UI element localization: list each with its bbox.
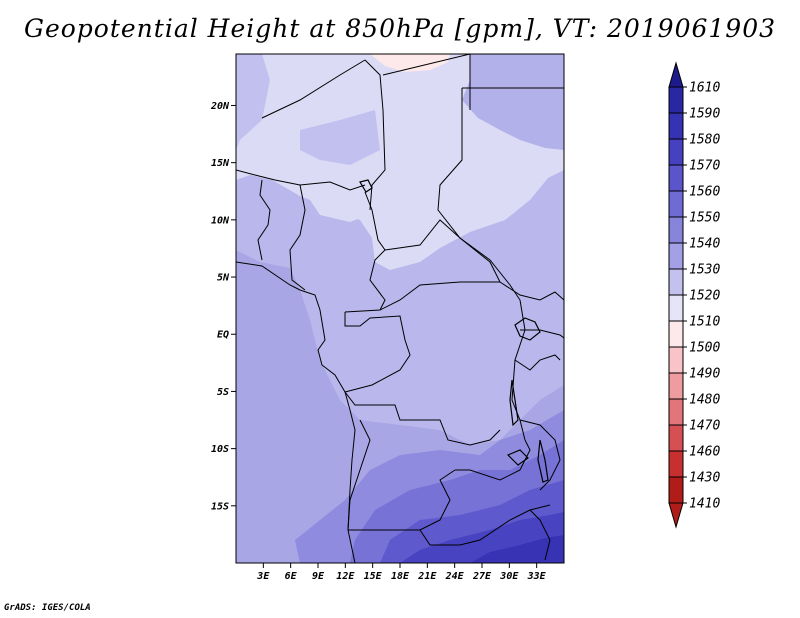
contour-fill-1510 — [370, 54, 450, 72]
lon-tick-label: 24E — [445, 571, 465, 582]
contour-fill-1590 — [470, 535, 564, 563]
colorbar-segment — [668, 242, 684, 270]
lat-tick-label: 15N — [211, 158, 230, 169]
lat-tick-label: 5S — [217, 387, 229, 398]
colorbar-segment — [668, 164, 684, 192]
border-north-3 — [382, 54, 471, 110]
colorbar-label: 1560 — [689, 185, 720, 200]
border-ea-3 — [514, 354, 561, 371]
colorbar-label: 1570 — [689, 159, 720, 174]
lon-tick-label: 3E — [256, 571, 270, 582]
lat-tick-label: 20N — [210, 101, 230, 112]
colorbar-segment — [668, 346, 684, 374]
lat-axis: 20N 15N 10N 5N EQ 5S 10S 15S — [210, 101, 236, 512]
colorbar-label: 1530 — [689, 263, 720, 278]
border-east-2 — [437, 88, 501, 283]
colorbar-top-arrow — [668, 61, 684, 88]
border-west-2 — [289, 184, 306, 291]
lon-tick-label: 18E — [391, 571, 410, 582]
lake-malawi — [537, 439, 549, 483]
colorbar-label: 1500 — [689, 341, 720, 356]
lat-tick-label: 15S — [211, 501, 229, 512]
colorbar-segment — [668, 450, 684, 478]
border-car-s — [379, 281, 500, 311]
colorbar-segment — [668, 320, 684, 348]
colorbar-segment — [668, 86, 684, 114]
lon-tick-label: 33E — [527, 571, 547, 582]
lon-tick-label: 6E — [285, 571, 298, 582]
border-west-1 — [257, 179, 271, 261]
grads-credit: GrADS: IGES/COLA — [4, 603, 91, 613]
border-moz — [529, 509, 551, 561]
colorbar-label: 1590 — [689, 107, 720, 122]
border-north-2 — [364, 59, 386, 211]
colorbar-label: 1490 — [689, 367, 720, 382]
contour-fill-1530-nw — [300, 110, 380, 165]
country-borders — [236, 54, 564, 563]
colorbar-segment — [668, 268, 684, 296]
map-title: Geopotential Height at 850hPa [gpm], VT:… — [23, 14, 777, 43]
border-zambia — [455, 439, 531, 481]
border-angola-n — [344, 391, 501, 446]
lon-tick-label: 27E — [472, 571, 492, 582]
border-east-african — [499, 281, 564, 301]
colorbar-label: 1520 — [689, 289, 720, 304]
colorbar-label: 1610 — [689, 81, 720, 96]
border-car — [384, 219, 521, 301]
lon-axis: 3E 6E 9E 12E 15E 18E 21E 24E 27E 30E 33E — [256, 563, 547, 582]
colorbar-label: 1550 — [689, 211, 720, 226]
border-north-1 — [261, 59, 366, 119]
lon-tick-label: 21E — [417, 571, 437, 582]
colorbar: 1610 1590 1580 1570 1560 1550 1540 1530 1520 1510… — [668, 61, 720, 529]
lake-tanganyika — [509, 379, 519, 427]
colorbar-label: 1430 — [689, 471, 720, 486]
border-ea-2 — [520, 329, 564, 339]
border-ea-4 — [519, 419, 561, 491]
colorbar-segment — [668, 190, 684, 218]
border-drc-w — [344, 312, 411, 393]
colorbar-segment — [668, 424, 684, 452]
colorbar-segment — [668, 372, 684, 400]
lake-small — [506, 449, 529, 466]
colorbar-bottom-arrow — [668, 502, 684, 529]
lat-tick-label: 5N — [217, 273, 230, 284]
colorbar-label: 1540 — [689, 237, 720, 252]
border-namibia — [348, 469, 456, 531]
lakes — [359, 179, 549, 483]
lat-tick-label: 10S — [211, 444, 229, 455]
lake-chad — [359, 179, 373, 193]
colorbar-label: 1480 — [689, 393, 720, 408]
colorbar-label: 1470 — [689, 419, 720, 434]
lat-tick-label: EQ — [217, 330, 229, 341]
colorbar-segment — [668, 112, 684, 140]
lon-tick-label: 12E — [336, 571, 355, 582]
contour-fill-1530-ne — [462, 54, 564, 150]
lon-tick-label: 15E — [364, 571, 383, 582]
colorbar-segment — [668, 476, 684, 504]
border-cam-1 — [344, 191, 386, 313]
lat-tick-label: 10N — [211, 215, 230, 226]
colorbar-label: 1580 — [689, 133, 720, 148]
colorbar-label: 1410 — [689, 497, 720, 512]
colorbar-segment — [668, 138, 684, 166]
border-drc-e — [511, 299, 526, 441]
contour-fill-1520-b — [300, 182, 368, 222]
lon-tick-label: 30E — [499, 571, 519, 582]
border-coast-west — [236, 261, 356, 563]
colorbar-label: 1460 — [689, 445, 720, 460]
colorbar-segment — [668, 398, 684, 426]
colorbar-segment — [668, 294, 684, 322]
contour-fill-1530-north — [236, 54, 270, 150]
colorbar-label: 1510 — [689, 315, 720, 330]
colorbar-segment — [668, 216, 684, 244]
map-area — [236, 54, 564, 563]
lon-tick-label: 9E — [312, 571, 325, 582]
lake-victoria — [514, 317, 541, 341]
